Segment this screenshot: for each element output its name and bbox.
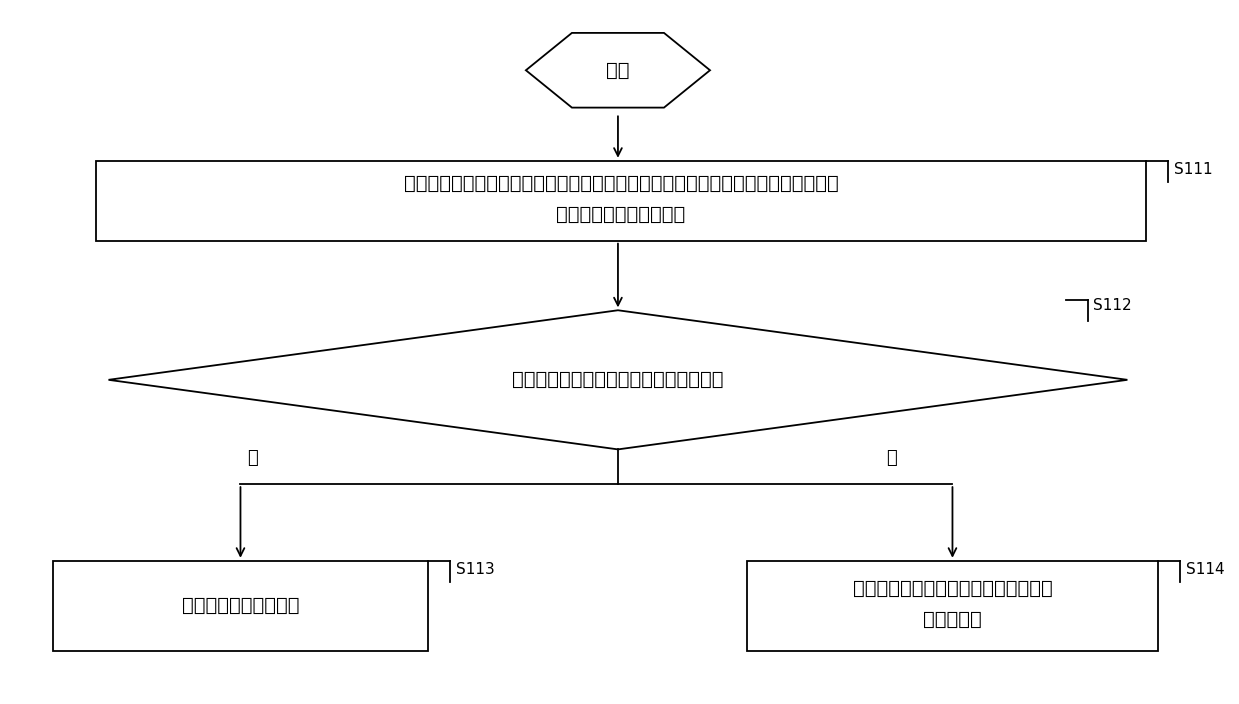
Text: 检测避障时暂停运动时长: 检测避障时暂停运动时长 — [556, 205, 685, 224]
Text: 在控制机器人向目标巡逃点运动的过程中，检测到障碍物时，控制机器人进行避障，: 在控制机器人向目标巡逃点运动的过程中，检测到障碍物时，控制机器人进行避障， — [404, 174, 839, 193]
Text: S111: S111 — [1175, 162, 1213, 177]
Polygon shape — [109, 310, 1127, 449]
Bar — [53, 560, 427, 651]
Text: 开始: 开始 — [606, 61, 629, 80]
Text: S113: S113 — [456, 562, 494, 577]
Bar — [97, 161, 1146, 241]
Text: 巡逃点运动: 巡逃点运动 — [923, 610, 981, 629]
Text: 确定目标巡逃点不可达: 确定目标巡逃点不可达 — [182, 596, 300, 615]
Polygon shape — [525, 33, 710, 108]
Text: 判断暂停运动时长是否大于第一预设时长: 判断暂停运动时长是否大于第一预设时长 — [512, 370, 724, 389]
Text: 是: 是 — [248, 448, 258, 467]
Text: 否: 否 — [886, 448, 897, 467]
Text: 控制机器人按照规划的路径继续向目标: 控制机器人按照规划的路径继续向目标 — [852, 579, 1052, 598]
Text: S112: S112 — [1093, 298, 1131, 313]
Bar — [747, 560, 1158, 651]
Text: S114: S114 — [1186, 562, 1225, 577]
